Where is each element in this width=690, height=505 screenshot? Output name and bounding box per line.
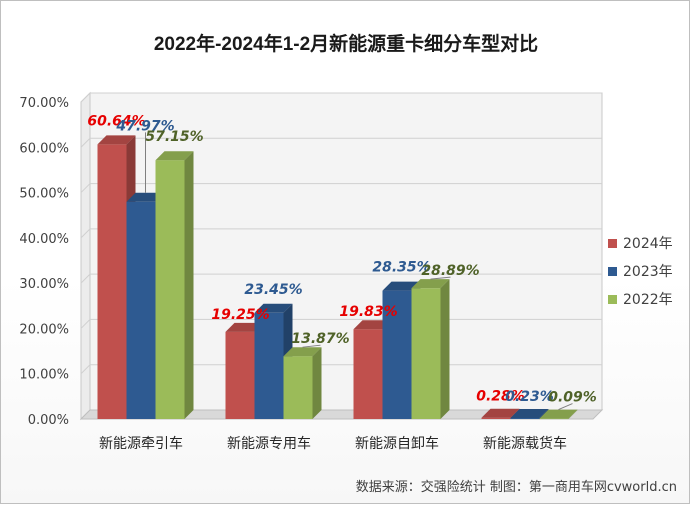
data-label: 19.25% bbox=[211, 307, 269, 323]
legend-swatch bbox=[608, 294, 617, 304]
legend-label: 2023年 bbox=[623, 264, 673, 280]
legend-swatch bbox=[608, 266, 617, 276]
bar bbox=[254, 312, 284, 419]
x-tick-label: 新能源专用车 bbox=[227, 435, 311, 452]
bar-top bbox=[382, 281, 421, 291]
data-label: 0.09% bbox=[548, 390, 597, 406]
side-wall bbox=[80, 91, 91, 421]
data-label: 28.35% bbox=[372, 260, 430, 276]
data-label: 0.28% bbox=[476, 389, 525, 405]
chart-title: 2022年-2024年1-2月新能源重卡细分车型对比 bbox=[153, 34, 539, 55]
data-label: 19.83% bbox=[339, 304, 397, 320]
data-label: 23.45% bbox=[244, 282, 302, 298]
bar-top bbox=[155, 151, 194, 161]
legend-item: 2024年 bbox=[608, 233, 673, 253]
gridline bbox=[80, 92, 602, 103]
data-label: 28.89% bbox=[421, 263, 479, 279]
bar bbox=[481, 417, 511, 419]
bar-top bbox=[481, 408, 520, 418]
bar-side bbox=[568, 409, 578, 419]
bar bbox=[283, 356, 313, 419]
data-label: 60.64% bbox=[87, 113, 145, 129]
bar-side bbox=[312, 347, 322, 419]
bar-top bbox=[353, 320, 392, 330]
data-label: 13.87% bbox=[291, 331, 349, 347]
y-tick-label: 50.00% bbox=[19, 187, 69, 202]
data-label: 47.97% bbox=[115, 118, 174, 134]
legend-swatch bbox=[608, 238, 617, 248]
bar bbox=[225, 331, 255, 419]
leader-line bbox=[430, 276, 451, 280]
gridline bbox=[80, 183, 602, 193]
source-note: 数据来源：交强险统计 制图：第一商用车网cvworld.cn bbox=[355, 480, 677, 495]
bar-top bbox=[283, 347, 322, 357]
x-tick-label: 新能源牵引车 bbox=[99, 435, 183, 452]
leader-line bbox=[558, 403, 573, 411]
legend-item: 2023年 bbox=[608, 261, 673, 281]
bar-top bbox=[126, 192, 165, 202]
bar-top bbox=[510, 408, 549, 418]
bar bbox=[353, 329, 383, 419]
bar bbox=[510, 417, 540, 419]
bar bbox=[126, 201, 156, 419]
y-tick-label: 30.00% bbox=[19, 277, 69, 292]
legend-label: 2024年 bbox=[623, 236, 673, 252]
gridline bbox=[80, 228, 602, 239]
y-tick-label: 0.00% bbox=[28, 413, 69, 428]
bar bbox=[97, 144, 127, 419]
data-label: 0.23% bbox=[505, 389, 554, 405]
bar bbox=[382, 290, 412, 419]
y-tick-label: 10.00% bbox=[19, 368, 69, 383]
y-tick-label: 20.00% bbox=[19, 322, 69, 337]
bar bbox=[411, 288, 441, 419]
gridline bbox=[80, 273, 602, 284]
bar bbox=[155, 160, 185, 419]
legend-item: 2022年 bbox=[608, 289, 673, 309]
bar-side bbox=[440, 279, 450, 419]
y-tick-label: 70.00% bbox=[19, 96, 69, 111]
leader-line bbox=[302, 344, 321, 348]
bar bbox=[539, 418, 569, 420]
x-tick-label: 新能源载货车 bbox=[483, 435, 567, 452]
bar-top bbox=[411, 279, 450, 289]
x-tick-label: 新能源自卸车 bbox=[355, 435, 439, 452]
y-tick-label: 40.00% bbox=[19, 232, 69, 247]
y-tick-label: 60.00% bbox=[19, 141, 69, 156]
bar-side bbox=[184, 151, 194, 419]
gridline bbox=[80, 137, 602, 148]
bar-top bbox=[539, 409, 578, 419]
bar-top bbox=[225, 322, 264, 332]
bar-top bbox=[97, 135, 136, 145]
bar-top bbox=[254, 303, 293, 313]
data-label: 57.15% bbox=[145, 129, 203, 145]
legend-label: 2022年 bbox=[623, 292, 673, 308]
